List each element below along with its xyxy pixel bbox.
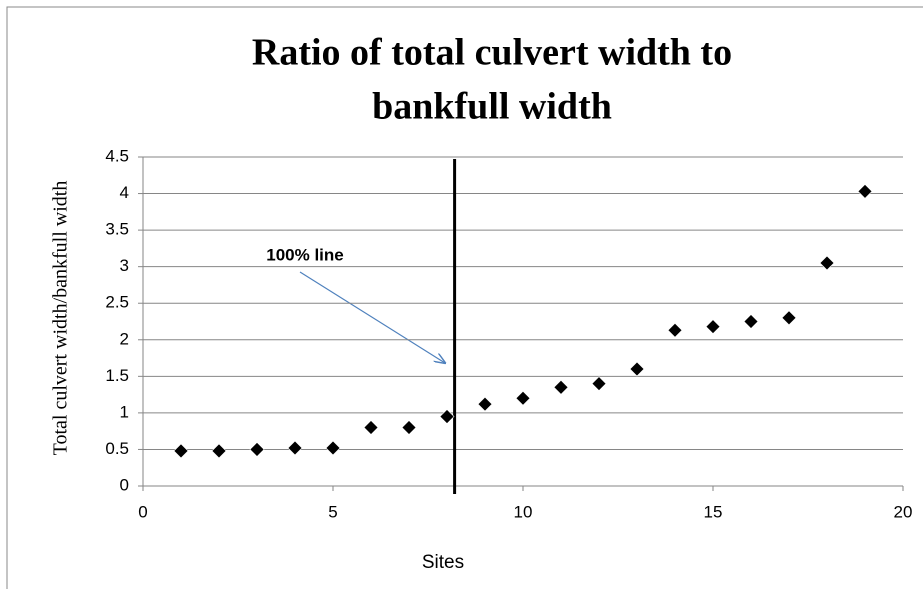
point <box>705 319 721 335</box>
y-tick-label: 0.5 <box>105 439 129 458</box>
annotation: 100% line <box>266 245 344 264</box>
point <box>363 420 379 435</box>
point <box>173 443 189 459</box>
point <box>325 440 341 456</box>
chart-title: bankfull width <box>372 86 612 128</box>
y-tick-label: 3 <box>120 256 129 275</box>
point <box>743 314 759 329</box>
point <box>667 322 683 338</box>
point <box>249 442 265 457</box>
x-tick-label: 5 <box>328 502 337 521</box>
point <box>477 396 493 412</box>
x-tick-label: 20 <box>894 502 913 521</box>
point <box>401 420 417 435</box>
y-tick-label: 4.5 <box>105 146 129 165</box>
point <box>553 379 569 395</box>
y-axis-label: Total culvert width/bankfull width <box>50 181 72 456</box>
chart-border <box>6 6 923 589</box>
point <box>819 255 835 271</box>
y-tick-label: 1 <box>120 402 129 421</box>
y-tick-label: 1.5 <box>105 366 129 385</box>
point <box>287 440 303 456</box>
y-tick-label: 0 <box>120 475 129 494</box>
point <box>857 183 873 199</box>
x-axis-label: Sites <box>422 552 464 573</box>
point <box>629 361 645 377</box>
y-tick-label: 4 <box>120 183 129 202</box>
x-tick-label: 0 <box>138 502 147 521</box>
chart-title: Ratio of total culvert width to <box>252 32 732 74</box>
x-tick-label: 15 <box>704 502 723 521</box>
point <box>211 443 227 459</box>
point <box>515 390 531 406</box>
y-tick-label: 3.5 <box>105 220 129 239</box>
y-tick-label: 2 <box>120 329 129 348</box>
point <box>439 409 455 424</box>
y-tick-label: 2.5 <box>105 293 129 312</box>
x-tick-label: 10 <box>514 502 533 521</box>
point <box>781 310 797 326</box>
annotation-arrow <box>299 271 445 363</box>
point <box>591 376 607 392</box>
